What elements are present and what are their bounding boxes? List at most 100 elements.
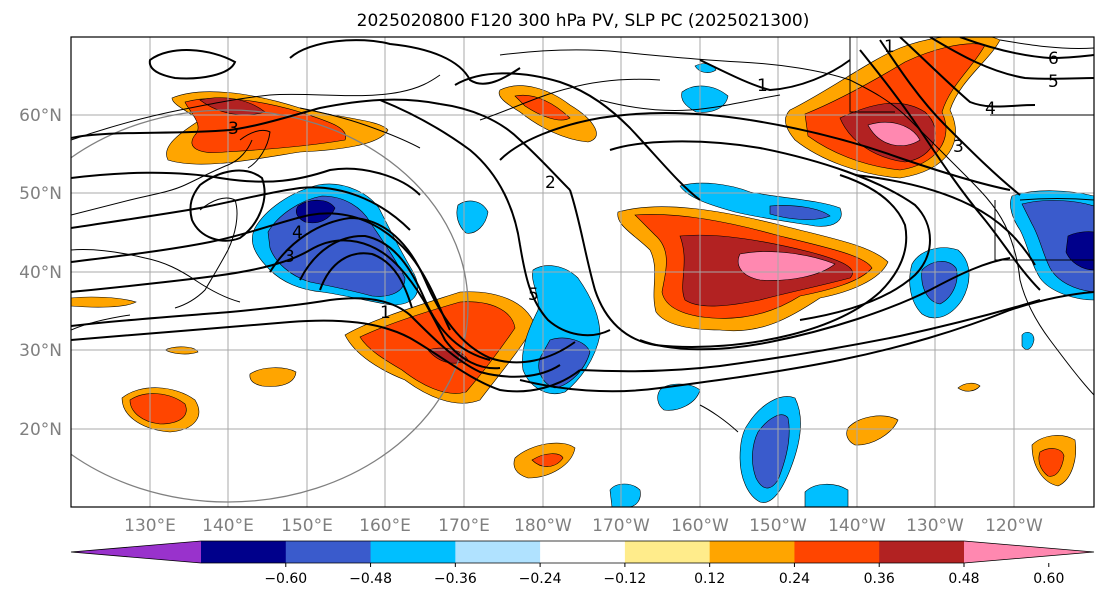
- contour-closed-1: [148, 49, 237, 80]
- pv-negative-small-5: [1021, 331, 1035, 350]
- coastline-border-4: [849, 37, 895, 113]
- pv-positive-small-2: [249, 367, 297, 387]
- lon-label: 160°W: [671, 516, 729, 536]
- contour-label: 5: [528, 285, 539, 305]
- map-title: 2025020800 F120 300 hPa PV, SLP PC (2025…: [357, 11, 810, 31]
- lat-label: 60°N: [19, 106, 62, 126]
- contour-gulf-2: [879, 39, 1021, 196]
- colorbar-swatch: [370, 541, 456, 563]
- colorbar-tick-label: −0.36: [434, 571, 477, 587]
- coastline-japan: [174, 197, 238, 309]
- contour-label: 6: [1048, 49, 1059, 69]
- contour-5-east: [929, 37, 1094, 80]
- coastline-kamchatka: [299, 107, 421, 149]
- contour-labels: 1 1 2 3 5 6 5 4 3 3 1 4: [228, 37, 1059, 323]
- contour-label: 3: [228, 119, 239, 139]
- contour-gulf-3: [899, 37, 1036, 108]
- contour-trough-2: [299, 234, 491, 361]
- contour-2: [454, 72, 701, 201]
- lon-label: 170°W: [592, 516, 650, 536]
- coastline-asia-north: [71, 74, 441, 141]
- lon-label: 130°E: [124, 516, 176, 536]
- pv-positive-small-3-core: [531, 453, 564, 467]
- lon-label: 150°E: [281, 516, 333, 536]
- contour-east-1: [854, 174, 1036, 266]
- contour-south-3: [639, 257, 1011, 351]
- latitude-labels: 60°N 50°N 40°N 30°N 20°N: [19, 106, 62, 440]
- coastline-na-west: [849, 79, 1094, 396]
- coastline-border-1: [1019, 198, 1094, 201]
- colorbar-swatch: [455, 541, 541, 563]
- contour-label: 3: [284, 247, 295, 267]
- colorbar-tick-label: 0.60: [1033, 571, 1064, 587]
- contour-3b: [71, 186, 411, 231]
- contour-6-east: [959, 37, 1094, 60]
- colorbar-extend-max: [964, 541, 1094, 563]
- pv-positive-central-jet-peak: [737, 251, 836, 281]
- colorbar-tick-label: −0.24: [519, 571, 562, 587]
- colorbar-tick-label: 0.48: [948, 571, 979, 587]
- pv-negative-gulf-band-core: [769, 205, 831, 220]
- coastline-aleutians: [479, 78, 661, 121]
- map-panel: 1 1 2 3 5 6 5 4 3 3 1 4: [70, 36, 1095, 508]
- coastline-hawaii: [699, 404, 739, 433]
- colorbar-tick-label: −0.60: [264, 571, 307, 587]
- lon-label: 130°W: [906, 516, 964, 536]
- lon-label: 150°W: [749, 516, 807, 536]
- pv-negative-east-japan-peak: [295, 199, 336, 224]
- pv-negative-small-3: [609, 483, 641, 507]
- lat-label: 50°N: [19, 184, 62, 204]
- contour-2b: [499, 111, 751, 161]
- lon-label: 180°W: [514, 516, 572, 536]
- pv-positive-small-1-core: [129, 393, 187, 425]
- colorbar-tick-label: −0.12: [603, 571, 646, 587]
- pv-positive-small-5-core: [1038, 448, 1065, 477]
- colorbar: −0.60 −0.48 −0.36 −0.24 −0.12 0.12 0.24 0.36 0.4…: [70, 540, 1095, 587]
- pv-negative-east-japan-core: [267, 195, 406, 297]
- colorbar-tick-label: 0.24: [779, 571, 810, 587]
- contour-central-1: [569, 174, 908, 348]
- colorbar-tick-label: 0.36: [864, 571, 895, 587]
- map-frame: [70, 36, 1095, 508]
- pv-positive-small-7: [957, 382, 981, 392]
- lat-label: 20°N: [19, 420, 62, 440]
- contour-label: 4: [292, 223, 303, 243]
- colorbar-swatch: [879, 541, 965, 563]
- longitude-labels: 130°E 140°E 150°E 160°E 170°E 180°W 170°…: [124, 516, 1043, 536]
- lon-label: 120°W: [985, 516, 1043, 536]
- lat-label: 40°N: [19, 263, 62, 283]
- colorbar-outline: [70, 540, 1095, 564]
- pv-positive-gulf-alaska-peak: [867, 121, 921, 146]
- coastline-asia-east: [71, 139, 253, 216]
- lon-label: 140°W: [828, 516, 886, 536]
- contour-label: 2: [545, 173, 556, 193]
- pv-positive-small-6: [71, 296, 137, 308]
- coastlines: [71, 37, 1094, 433]
- coastline-hudson: [999, 39, 1094, 49]
- colorbar-swatch: [201, 541, 287, 563]
- contour-label: 1: [757, 76, 768, 96]
- slp-contours: [71, 37, 1094, 393]
- contour-6: [71, 297, 561, 378]
- lon-label: 170°E: [438, 516, 490, 536]
- colorbar-swatch: [285, 541, 372, 563]
- region-circle: [71, 109, 469, 503]
- coastline-alaska-south: [599, 94, 781, 111]
- pv-negative-small-4: [804, 483, 849, 507]
- colorbar-tick-label: 0.12: [694, 571, 725, 587]
- contour-trough-3: [319, 252, 413, 309]
- coastline-sakhalin: [239, 129, 271, 169]
- contour-alaska-1: [699, 59, 851, 92]
- coastline-china-south: [71, 314, 131, 331]
- contour-label: 1: [380, 303, 391, 323]
- contour-3a: [71, 167, 421, 196]
- contour-ridge-1: [379, 99, 611, 337]
- colorbar-extend-min: [71, 541, 201, 563]
- contour-south-2: [579, 299, 1041, 373]
- contour-central-2: [609, 140, 931, 321]
- colorbar-swatch: [794, 541, 880, 563]
- contour-label: 1: [884, 37, 895, 57]
- contour-trough-1: [269, 216, 576, 364]
- pv-positive-small-4: [846, 415, 899, 446]
- contour-north-1: [289, 39, 521, 85]
